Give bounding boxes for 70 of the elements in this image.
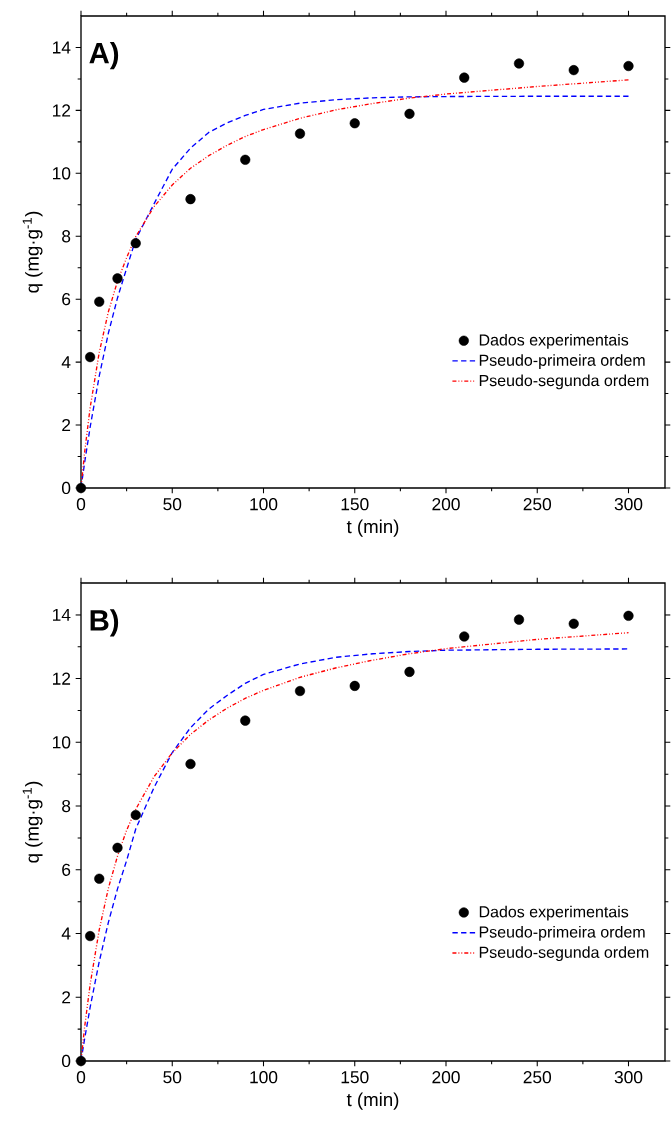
y-tick-label: 12: [53, 672, 71, 685]
point: [75, 1055, 87, 1067]
point: [623, 60, 634, 72]
legend-label: Pseudo-segunda ordem: [479, 946, 649, 962]
point: [94, 873, 105, 884]
y-tick-label: 2: [62, 991, 71, 1004]
point: [568, 65, 579, 76]
x-tick-label: 150: [341, 1071, 369, 1084]
x-tick-label: 50: [163, 1071, 182, 1084]
y-axis-title: q (mg·g$^{-1}$): [22, 211, 43, 293]
y-tick-label: 14: [53, 608, 71, 621]
point: [294, 685, 306, 697]
point: [185, 758, 196, 770]
y-tick-label: 2: [62, 419, 71, 432]
point: [94, 296, 105, 307]
x-tick-label: 300: [614, 1071, 643, 1084]
point: [459, 72, 470, 83]
y-axis-title: q (mg·g$^{-1}$): [22, 781, 43, 863]
legend-label: Pseudo-segunda ordem: [479, 374, 649, 390]
x-tick-label: 50: [163, 498, 182, 511]
legend-label: Pseudo-primeira ordem: [479, 354, 645, 370]
point: [85, 931, 96, 942]
y-tick-label: 10: [53, 167, 71, 180]
legend-label: Dados experimentais: [479, 905, 629, 921]
x-tick-label: 200: [432, 498, 460, 511]
point: [112, 842, 123, 853]
x-tick-label: 0: [76, 1071, 86, 1084]
y-tick-label: 4: [61, 927, 71, 940]
x-tick-label: 100: [250, 1071, 278, 1084]
point: [513, 614, 525, 625]
y-tick-label: 8: [62, 799, 71, 813]
point: [623, 610, 634, 621]
point: [240, 154, 251, 165]
point: [404, 108, 415, 119]
x-tick-label: 100: [250, 498, 278, 511]
y-tick-label: 0: [62, 481, 71, 495]
x-tick-label: 200: [432, 1071, 460, 1084]
y-tick-label: 14: [53, 41, 71, 54]
point: [240, 715, 251, 726]
point: [404, 666, 415, 677]
y-tick-label: 8: [62, 230, 71, 243]
point: [185, 194, 196, 205]
point: [130, 809, 141, 821]
annotation: A): [89, 41, 119, 70]
x-tick-label: 300: [614, 498, 643, 511]
y-tick-label: 0: [62, 1054, 71, 1068]
annotation: B): [90, 609, 119, 637]
x-tick-label: 150: [341, 498, 369, 511]
y-tick-label: 12: [53, 104, 71, 117]
y-tick-label: 6: [62, 863, 71, 876]
point: [513, 58, 525, 69]
point: [85, 352, 96, 363]
y-tick-label: 6: [62, 293, 71, 306]
legend-label: Pseudo-primeira ordem: [479, 925, 645, 941]
x-axis-title: t (min): [346, 1092, 399, 1110]
point: [75, 482, 87, 494]
point: [130, 238, 141, 249]
y-tick-label: 10: [53, 736, 71, 749]
y-tick-label: 4: [61, 356, 71, 369]
x-axis-title: t (min): [346, 519, 399, 537]
x-tick-label: 0: [76, 498, 86, 511]
point: [568, 618, 579, 629]
legend-label: Dados experimentais: [479, 333, 629, 349]
point: [349, 680, 360, 691]
point: [349, 118, 360, 129]
point: [112, 273, 123, 284]
point: [459, 631, 470, 642]
x-tick-label: 250: [523, 498, 552, 511]
x-tick-label: 250: [523, 1071, 552, 1084]
point: [294, 128, 306, 139]
